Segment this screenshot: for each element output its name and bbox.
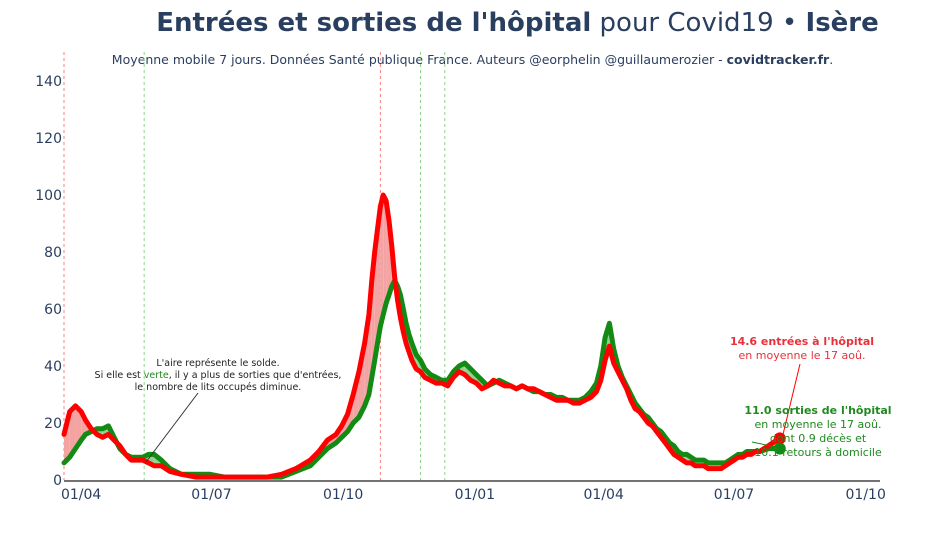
x-tick-label-6: 01/10 bbox=[846, 487, 886, 503]
y-tick-label-0: 0 bbox=[53, 473, 62, 489]
axes: 0 20 40 60 80 100 120 140 01/04 01/07 01/10 01/01 01… bbox=[35, 74, 886, 503]
balance-segment-41-0 bbox=[380, 195, 384, 327]
x-tick-label-4: 01/04 bbox=[584, 487, 624, 503]
series-lines bbox=[61, 192, 786, 480]
entrees-label-pointer bbox=[782, 363, 801, 436]
x-tick-label-1: 01/07 bbox=[191, 487, 231, 503]
subtitle-site: covidtracker.fr bbox=[726, 52, 830, 67]
x-tick-label-5: 01/07 bbox=[714, 487, 754, 503]
y-tick-label-5: 100 bbox=[35, 188, 62, 204]
sorties-label-pointer bbox=[751, 441, 784, 450]
solde-note-arrow bbox=[145, 392, 199, 463]
x-tick-label-2: 01/10 bbox=[323, 487, 363, 503]
solde-note-part-end: , il y a plus de sorties que d'entrées, bbox=[169, 370, 342, 381]
y-tick-label-3: 60 bbox=[44, 302, 62, 318]
vertical-markers bbox=[63, 52, 446, 480]
solde-note-line-2: Si elle est verte, il y a plus de sortie… bbox=[95, 370, 342, 381]
y-tick-label-2: 40 bbox=[44, 359, 62, 375]
title-mid: pour Covid19 • bbox=[591, 8, 806, 38]
balance-segment-1-0 bbox=[69, 405, 76, 458]
x-tick-label-3: 01/01 bbox=[455, 487, 495, 503]
y-tick-label-1: 20 bbox=[44, 416, 62, 432]
sorties-label-line-3: 10.1 retours à domicile bbox=[754, 446, 882, 459]
x-tick-label-0: 01/04 bbox=[61, 487, 101, 503]
entrees-label-line-0: 14.6 entrées à l'hôpital bbox=[730, 335, 874, 348]
subtitle-main: Moyenne mobile 7 jours. Données Santé pu… bbox=[111, 52, 727, 67]
annotations: L'aire représente le solde.Si elle est v… bbox=[95, 335, 892, 463]
chart-title: Entrées et sorties de l'hôpital pour Cov… bbox=[0, 8, 942, 38]
solde-note-green-word: verte bbox=[144, 370, 169, 381]
sorties-label-line-1: en moyenne le 17 aoû. bbox=[755, 418, 882, 431]
chart-subtitle: Moyenne mobile 7 jours. Données Santé pu… bbox=[0, 52, 942, 67]
y-tick-label-4: 80 bbox=[44, 245, 62, 261]
title-region: Isère bbox=[805, 8, 879, 38]
solde-note-line-1: L'aire représente le solde. bbox=[156, 358, 279, 369]
balance-area bbox=[64, 195, 780, 478]
sorties-label-line-0: 11.0 sorties de l'hôpital bbox=[744, 404, 891, 417]
y-tick-label-6: 120 bbox=[35, 131, 62, 147]
solde-note-part: Si elle est bbox=[95, 370, 144, 381]
solde-note-line-3: le nombre de lits occupés diminue. bbox=[135, 382, 302, 393]
balance-segment-42-0 bbox=[383, 195, 387, 315]
y-tick-label-7: 140 bbox=[35, 74, 62, 90]
subtitle-end: . bbox=[829, 52, 834, 67]
entrees-label-line-1: en moyenne le 17 aoû. bbox=[739, 349, 866, 362]
title-bold: Entrées et sorties de l'hôpital bbox=[156, 8, 592, 38]
entrees-line bbox=[61, 192, 783, 480]
sorties-label-line-2: dont 0.9 décès et bbox=[770, 432, 867, 445]
sorties-end-point bbox=[773, 442, 786, 455]
